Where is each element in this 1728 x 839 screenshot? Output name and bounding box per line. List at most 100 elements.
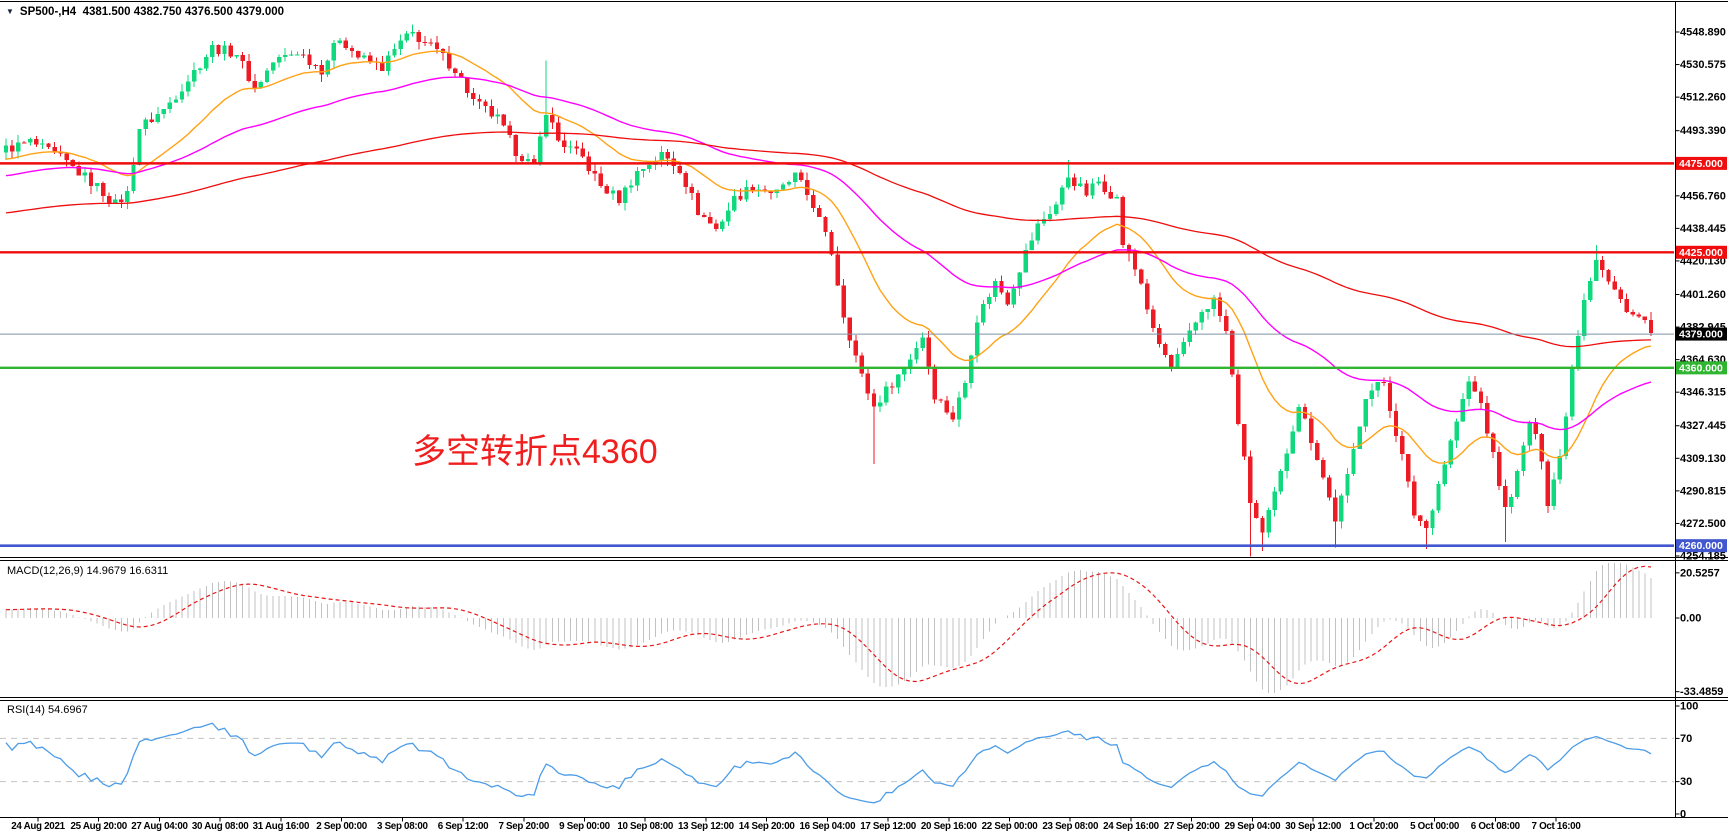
symbol-ohlc-line: ▼ SP500-,H4 4381.500 4382.750 4376.500 4… (6, 6, 284, 18)
candle-bear (22, 142, 27, 144)
candle-bull (258, 82, 264, 89)
candle-bull (1345, 473, 1350, 496)
candle-bull (1078, 183, 1083, 187)
candle-bull (1053, 204, 1059, 214)
candle-bull (720, 221, 725, 229)
price-label-text: 4475.000 (1679, 158, 1723, 170)
candle-bull (744, 187, 749, 200)
candle-bear (1412, 481, 1417, 516)
time-tick-label: 10 Sep 08:00 (617, 821, 674, 832)
time-tick-label: 27 Aug 04:00 (131, 821, 188, 832)
candle-bear (368, 55, 373, 62)
price-tick-label: 4438.445 (1680, 223, 1726, 235)
time-tick-label: 23 Sep 08:00 (1042, 821, 1099, 832)
candle-bear (695, 193, 701, 216)
rsi-tick-label: 0 (1680, 809, 1686, 821)
candle-bull (1266, 510, 1271, 533)
candle-bull (155, 114, 160, 122)
rsi-tick-label: 100 (1680, 701, 1698, 713)
candle-bear (1144, 283, 1150, 310)
candle-bear (216, 45, 221, 55)
candle-bull (392, 49, 397, 56)
candle-bear (240, 55, 245, 61)
candle-bear (519, 156, 525, 162)
candle-bear (738, 195, 743, 200)
collapse-arrow-icon[interactable]: ▼ (6, 7, 14, 16)
candle-bull (264, 70, 270, 83)
candle-bear (1624, 299, 1629, 313)
slow-ma-line (5, 131, 1651, 348)
symbol-ohlc-text: SP500-,H4 4381.500 4382.750 4376.500 437… (19, 6, 285, 18)
price-label-box (1676, 539, 1727, 553)
candle-bull (1563, 416, 1569, 456)
candle-bull (1588, 280, 1593, 300)
candle-bull (1035, 223, 1041, 241)
time-tick-label: 17 Sep 12:00 (860, 821, 917, 832)
candle-bear (556, 122, 561, 141)
macd-tick-label: 20.5257 (1680, 567, 1720, 579)
annotation-text: 多空转折点4360 (412, 433, 658, 471)
candle-bear (1539, 433, 1544, 462)
candle-bear (1151, 309, 1156, 329)
candle-bull (1181, 341, 1186, 355)
candle-bull (537, 136, 543, 163)
candle-bear (1533, 422, 1538, 434)
candle-bull (270, 62, 276, 71)
time-tick-label: 16 Sep 04:00 (799, 821, 856, 832)
candle-bear (768, 191, 774, 194)
candle-bear (829, 231, 834, 255)
candle-bear (100, 182, 106, 196)
candle-bear (228, 45, 233, 57)
candle-bear (1132, 253, 1138, 270)
candle-bull (495, 114, 500, 117)
candle-bull (161, 109, 167, 115)
candle-bear (1120, 196, 1126, 246)
candle-bear (1333, 497, 1338, 522)
candle-bull (1436, 484, 1441, 511)
candle-bear (1636, 314, 1642, 317)
price-label-box (1676, 361, 1727, 375)
time-tick-label: 9 Sep 00:00 (559, 821, 610, 832)
candle-bear (1648, 319, 1654, 333)
time-tick-label: 6 Sep 12:00 (438, 821, 489, 832)
candle-bear (1405, 454, 1411, 482)
candle-bull (179, 91, 185, 100)
candle-bull (1351, 448, 1356, 474)
candle-bull (1448, 440, 1453, 465)
candle-bear (1236, 374, 1241, 425)
time-tick-label: 2 Sep 00:00 (316, 821, 367, 832)
time-tick-label: 24 Sep 16:00 (1103, 821, 1160, 832)
candle-bull (920, 337, 925, 349)
fast-ma-line (5, 50, 1652, 464)
time-tick-label: 7 Sep 20:00 (498, 821, 549, 832)
candle-bear (847, 317, 852, 341)
candle-bull (283, 55, 288, 57)
candle-bull (914, 348, 919, 360)
time-tick-label: 22 Sep 00:00 (982, 821, 1039, 832)
price-label-text: 4425.000 (1679, 247, 1723, 259)
candle-bull (968, 355, 974, 383)
candle-bull (896, 374, 901, 388)
candle-bear (46, 143, 51, 148)
time-tick-label: 25 Aug 20:00 (70, 821, 127, 832)
candle-bull (1296, 406, 1302, 432)
candle-bull (732, 195, 737, 211)
candle-bull (908, 359, 913, 369)
candle-bear (574, 146, 579, 149)
candle-bull (1575, 336, 1581, 369)
candle-bull (1047, 213, 1053, 220)
candle-bull (641, 168, 646, 172)
candle-bull (902, 368, 907, 375)
candle-bear (817, 207, 822, 218)
candle-bull (1193, 322, 1198, 331)
price-tick-label: 4530.575 (1680, 59, 1726, 71)
candle-bull (94, 182, 100, 186)
candle-bear (149, 119, 154, 122)
candle-bear (677, 166, 682, 174)
candle-bear (446, 53, 452, 69)
candle-bear (452, 68, 458, 73)
time-tick-label: 24 Aug 2021 (11, 821, 65, 832)
candle-bull (883, 386, 889, 403)
candle-bull (82, 172, 88, 176)
